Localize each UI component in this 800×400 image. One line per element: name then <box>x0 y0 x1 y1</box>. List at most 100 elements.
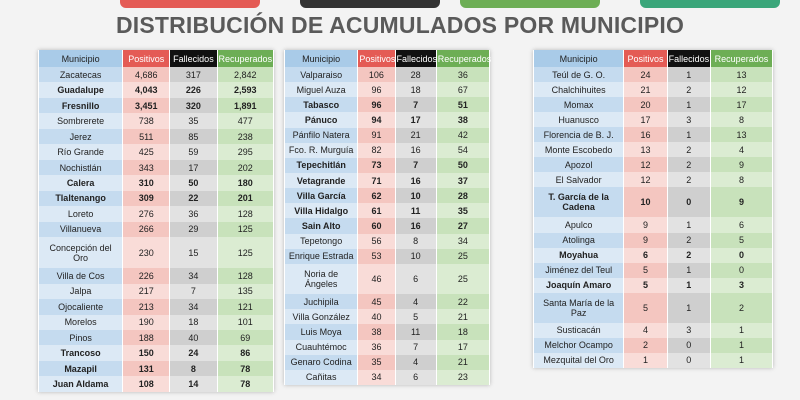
column-header: Recuperados <box>436 50 491 67</box>
value-cell: 11 <box>395 324 436 340</box>
value-cell: 343 <box>123 159 170 176</box>
table-row: Huanusco 17 3 8 <box>534 112 772 128</box>
value-cell: 7 <box>395 339 436 355</box>
table-row: Joaquín Amaro 5 1 3 <box>534 277 772 293</box>
table-row: Cuauhtémoc 36 7 17 <box>285 339 489 355</box>
value-cell: 37 <box>436 172 489 189</box>
value-cell: 34 <box>358 369 395 385</box>
table-row: Tlaltenango 309 22 201 <box>39 190 273 207</box>
value-cell: 201 <box>217 190 273 207</box>
value-cell: 0 <box>710 262 772 278</box>
decor-bar <box>640 0 780 8</box>
table-head: Municipio Positivos Fallecidos Recuperados <box>534 50 772 67</box>
value-cell: 50 <box>436 157 489 173</box>
municipality-cell: Melchor Ocampo <box>534 337 624 353</box>
table-row: Juchipila 45 4 22 <box>285 294 489 310</box>
value-cell: 7 <box>395 97 436 113</box>
municipality-cell: Tabasco <box>285 97 358 113</box>
municipality-cell: Cuauhtémoc <box>285 339 358 355</box>
municipality-cell: Juan Aldama <box>39 376 123 392</box>
value-cell: 69 <box>217 329 273 346</box>
value-cell: 2,593 <box>217 82 273 98</box>
value-cell: 17 <box>395 112 436 128</box>
value-cell: 8 <box>710 112 772 128</box>
municipality-cell: Teúl de G. O. <box>534 67 624 83</box>
value-cell: 1 <box>667 127 710 143</box>
table-row: Sombrerete 738 35 477 <box>39 113 273 129</box>
value-cell: 9 <box>710 157 772 173</box>
value-cell: 25 <box>436 248 489 264</box>
page-title: DISTRIBUCIÓN DE ACUMULADOS POR MUNICIPIO <box>115 12 685 38</box>
value-cell: 34 <box>170 299 217 315</box>
value-cell: 54 <box>436 142 489 158</box>
municipality-cell: Cañitas <box>285 369 358 385</box>
value-cell: 309 <box>123 190 170 207</box>
value-cell: 35 <box>170 113 217 129</box>
municipality-cell: Morelos <box>39 314 123 330</box>
value-cell: 202 <box>217 159 273 176</box>
table-row: Jalpa 217 7 135 <box>39 283 273 300</box>
value-cell: 59 <box>170 144 217 160</box>
value-cell: 13 <box>710 67 772 83</box>
table-row: T. García de la Cadena 10 0 9 <box>534 187 772 218</box>
value-cell: 15 <box>170 237 217 269</box>
value-cell: 67 <box>436 82 489 98</box>
value-cell: 96 <box>358 97 395 113</box>
municipality-cell: Concepción del Oro <box>39 237 123 269</box>
header-row: Municipio Positivos Fallecidos Recuperados <box>285 50 491 67</box>
value-cell: 21 <box>436 309 489 325</box>
value-cell: 71 <box>358 172 395 189</box>
value-cell: 6 <box>395 369 436 385</box>
municipality-cell: Río Grande <box>39 144 123 160</box>
value-cell: 230 <box>123 237 170 269</box>
table-row: Villanueva 266 29 125 <box>39 221 273 238</box>
column-header: Municipio <box>39 50 123 67</box>
municipality-cell: Trancoso <box>39 345 123 361</box>
municipality-cell: Valparaiso <box>285 67 358 83</box>
decor-bar <box>460 0 600 8</box>
value-cell: 34 <box>436 233 489 249</box>
municipality-cell: Villa de Cos <box>39 268 123 284</box>
table-row: Luis Moya 38 11 18 <box>285 324 489 340</box>
value-cell: 17 <box>436 339 489 355</box>
value-cell: 22 <box>170 190 217 207</box>
value-cell: 511 <box>123 128 170 145</box>
header-row: Municipio Positivos Fallecidos Recuperados <box>39 50 273 67</box>
value-cell: 1 <box>667 292 710 323</box>
value-cell: 56 <box>358 233 395 249</box>
table-row: Tepetongo 56 8 34 <box>285 233 489 249</box>
value-cell: 213 <box>123 299 170 315</box>
municipality-cell: Loreto <box>39 206 123 222</box>
value-cell: 16 <box>395 142 436 158</box>
value-cell: 6 <box>624 247 667 263</box>
table-row: Juan Aldama 108 14 78 <box>39 376 273 392</box>
value-cell: 4 <box>395 294 436 310</box>
table-row: Sain Alto 60 16 27 <box>285 218 489 234</box>
table-row: Jiménez del Teul 5 1 0 <box>534 262 772 278</box>
municipality-cell: El Salvador <box>534 172 624 188</box>
municipality-cell: Florencia de B. J. <box>534 127 624 143</box>
column-header: Fallecidos <box>667 50 710 67</box>
table-row: Atolinga 9 2 5 <box>534 232 772 248</box>
value-cell: 3 <box>710 277 772 293</box>
table-row: Trancoso 150 24 86 <box>39 345 273 361</box>
column-header: Recuperados <box>217 50 273 67</box>
value-cell: 5 <box>624 292 667 323</box>
value-cell: 2 <box>667 157 710 173</box>
value-cell: 18 <box>436 324 489 340</box>
value-cell: 317 <box>170 67 217 83</box>
table-row: Mazapil 131 8 78 <box>39 360 273 377</box>
value-cell: 85 <box>170 128 217 145</box>
value-cell: 7 <box>395 157 436 173</box>
value-cell: 425 <box>123 144 170 160</box>
table-row: Tabasco 96 7 51 <box>285 97 489 113</box>
value-cell: 36 <box>436 67 489 83</box>
municipality-cell: Tepetongo <box>285 233 358 249</box>
value-cell: 1 <box>624 352 667 368</box>
table-row: Villa González 40 5 21 <box>285 309 489 325</box>
municipality-cell: Monte Escobedo <box>534 142 624 158</box>
value-cell: 2,842 <box>217 67 273 83</box>
value-cell: 2 <box>667 232 710 248</box>
table-row: Guadalupe 4,043 226 2,593 <box>39 82 273 98</box>
value-cell: 101 <box>217 314 273 330</box>
